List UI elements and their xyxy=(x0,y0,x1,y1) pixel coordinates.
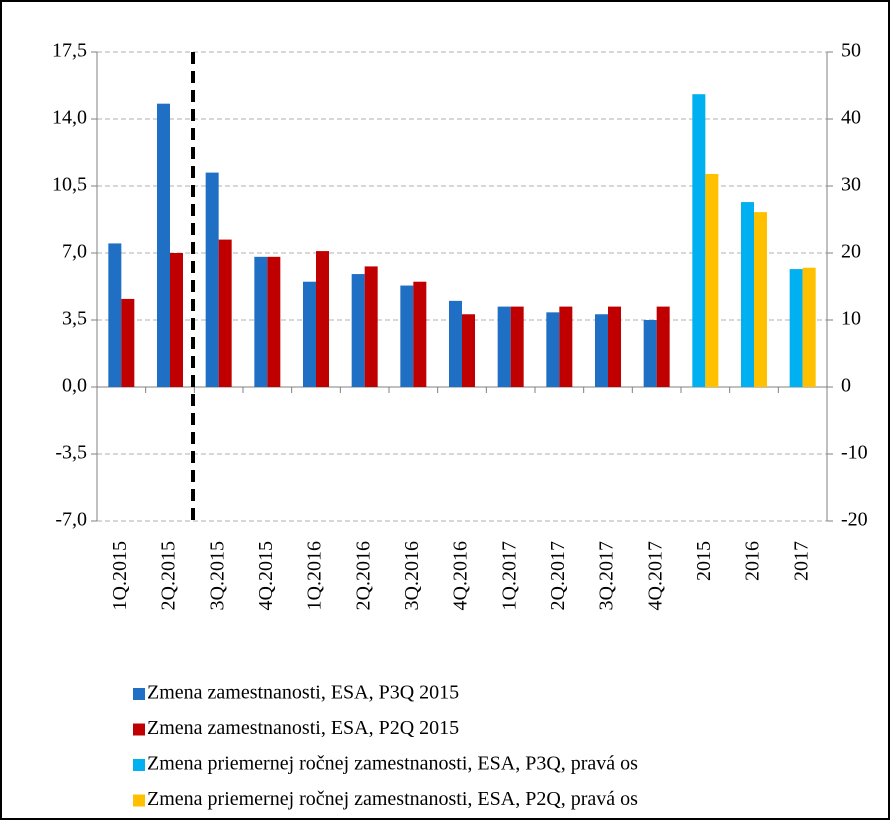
bar xyxy=(218,239,232,387)
y2-tick-label: 40 xyxy=(841,107,861,129)
y-tick-label: -3,5 xyxy=(55,442,87,464)
bar xyxy=(510,306,524,387)
y-tick-label: 17,5 xyxy=(52,40,87,62)
x-tick-label: 2Q.2017 xyxy=(547,541,569,610)
x-tick-label: 2017 xyxy=(790,541,812,581)
x-tick-label: 4Q.2016 xyxy=(450,541,472,610)
y2-tick-label: 30 xyxy=(841,174,861,196)
bar xyxy=(316,251,329,387)
x-tick-label: 4Q.2015 xyxy=(255,541,277,610)
x-tick-label: 3Q.2015 xyxy=(206,541,228,610)
legend-swatch xyxy=(133,688,145,700)
y2-tick-label: 10 xyxy=(841,308,861,330)
x-tick-label: 1Q.2015 xyxy=(109,541,131,610)
y2-tick-label: 0 xyxy=(841,375,851,397)
legend: Zmena zamestnanosti, ESA, P3Q 2015 Zmena … xyxy=(133,682,638,810)
bar xyxy=(705,173,719,387)
legend-label: Zmena zamestnanosti, ESA, P2Q 2015 xyxy=(147,717,459,739)
bar xyxy=(741,202,754,387)
bar xyxy=(364,266,378,387)
y-tick-label: 14,0 xyxy=(52,107,87,129)
bar xyxy=(802,267,816,387)
x-tick-label: 3Q.2017 xyxy=(596,541,618,610)
y-tick-label: 10,5 xyxy=(52,174,87,196)
bar xyxy=(595,314,608,387)
bar xyxy=(608,306,621,387)
bar xyxy=(754,212,767,387)
x-tick-label: 1Q.2017 xyxy=(498,541,520,610)
x-tick-label: 2016 xyxy=(742,541,764,581)
y2-tick-label: -10 xyxy=(841,442,868,464)
bar xyxy=(254,256,268,387)
x-tick-label: 3Q.2016 xyxy=(401,541,423,610)
y-tick-label: -7,0 xyxy=(55,509,87,531)
y2-tick-label: 20 xyxy=(841,241,861,263)
x-tick-label: 4Q.2017 xyxy=(644,541,666,610)
bar xyxy=(121,298,135,387)
bar xyxy=(692,94,706,388)
x-tick-label: 1Q.2016 xyxy=(304,541,326,610)
bar xyxy=(157,103,170,387)
bar xyxy=(546,312,560,387)
bar xyxy=(497,306,511,387)
bar xyxy=(303,281,316,387)
x-tick-label: 2Q.2015 xyxy=(158,541,180,610)
bar xyxy=(449,300,462,387)
legend-swatch xyxy=(133,759,145,771)
bar xyxy=(351,274,365,387)
bar xyxy=(643,320,657,387)
legend-label: Zmena priemernej ročnej zamestnanosti, E… xyxy=(147,788,638,810)
bar xyxy=(170,253,183,387)
bar xyxy=(400,285,414,387)
y-tick-label: 3,5 xyxy=(62,308,87,330)
y2-tick-label: 50 xyxy=(841,40,861,62)
legend-swatch xyxy=(133,723,145,736)
bar xyxy=(267,256,281,387)
bar xyxy=(413,281,427,387)
bar xyxy=(656,306,670,387)
bar xyxy=(559,306,573,387)
bar xyxy=(789,269,803,387)
y-tick-label: 0,0 xyxy=(62,375,87,397)
plot-area: -7,0 -3,5 0,0 3,5 7,0 10,5 14,0 17,5 -20 -10 0 10 20… xyxy=(52,40,868,611)
x-tick-label: 2015 xyxy=(693,541,715,581)
bar xyxy=(462,314,475,387)
bar xyxy=(108,243,122,387)
legend-label: Zmena priemernej ročnej zamestnanosti, E… xyxy=(147,753,638,775)
legend-label: Zmena zamestnanosti, ESA, P3Q 2015 xyxy=(147,682,459,704)
y2-tick-label: -20 xyxy=(841,509,868,531)
legend-swatch xyxy=(133,794,145,807)
bar xyxy=(205,172,219,387)
y-tick-label: 7,0 xyxy=(62,241,87,263)
x-tick-label: 2Q.2016 xyxy=(352,541,374,610)
